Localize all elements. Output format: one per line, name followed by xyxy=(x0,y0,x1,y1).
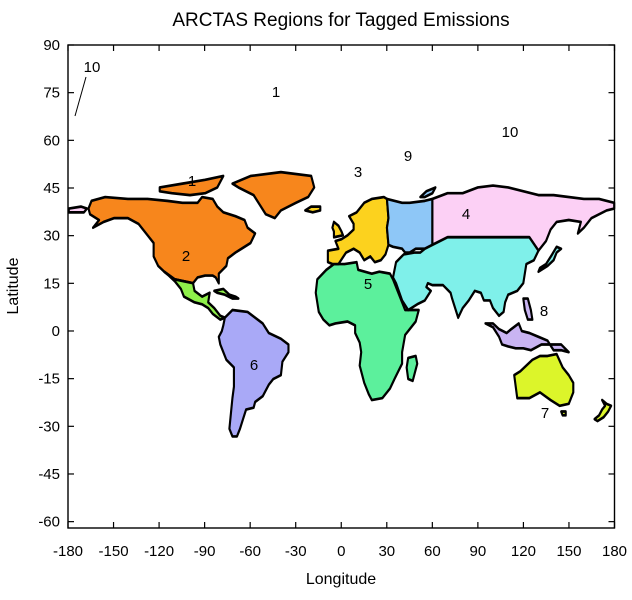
region-8-southeast-asia xyxy=(484,322,570,354)
y-tick-label: -60 xyxy=(38,514,60,531)
region-labels: 1 1 2 3 4 5 6 7 8 9 10 10 xyxy=(74,59,549,422)
x-tick-label: -120 xyxy=(144,543,174,560)
region-1-arctic-islands xyxy=(158,174,225,197)
region-label-1: 1 xyxy=(188,173,196,190)
x-tick-label: 30 xyxy=(378,543,395,560)
y-tick-label: 45 xyxy=(43,180,60,197)
region-4-japan xyxy=(537,245,563,274)
region-1-greenland xyxy=(231,170,316,220)
map-title: ARCTAS Regions for Tagged Emissions xyxy=(172,10,509,31)
region-7-new-zealand xyxy=(593,398,613,423)
region-2-caribbean xyxy=(213,287,240,300)
x-tick-label: -90 xyxy=(194,543,216,560)
x-tick-label: 0 xyxy=(337,543,345,560)
x-tick-label: -150 xyxy=(99,543,129,560)
land-group xyxy=(67,170,616,438)
region-label-2: 2 xyxy=(182,248,190,265)
y-tick-label: -30 xyxy=(38,418,60,435)
region-3-iceland xyxy=(304,205,322,214)
x-tick-label: 180 xyxy=(602,543,627,560)
region-9-russia-west xyxy=(385,197,434,254)
region-2-central-america xyxy=(163,270,226,321)
region-label-10-dateline: 10 xyxy=(84,59,101,76)
x-tick-label: -60 xyxy=(239,543,261,560)
region-label-4: 4 xyxy=(462,206,470,223)
region-3-uk xyxy=(331,220,345,239)
x-tick-label: 150 xyxy=(556,543,581,560)
region-8-philippines xyxy=(522,297,534,321)
y-tick-label: 60 xyxy=(43,132,60,149)
region-label-10: 10 xyxy=(502,124,519,141)
y-axis-label: Latitude xyxy=(5,257,22,314)
region-label-9: 9 xyxy=(404,148,412,165)
region-10-pointer-line xyxy=(74,76,87,117)
y-tick-label: 15 xyxy=(43,275,60,292)
region-9-novaya-zemlya xyxy=(419,186,437,199)
x-tick-label: -180 xyxy=(53,543,83,560)
x-tick-label: -30 xyxy=(285,543,307,560)
y-tick-label: 30 xyxy=(43,228,60,245)
y-tick-label: 90 xyxy=(43,37,60,54)
region-label-5: 5 xyxy=(364,276,372,293)
region-label-6: 6 xyxy=(250,357,258,374)
x-axis-ticks: -180 -150 -120 -90 -60 -30 0 30 60 90 120 150 180 xyxy=(53,45,627,560)
region-1-north-america xyxy=(87,195,257,285)
region-label-1-arctic: 1 xyxy=(272,84,280,101)
x-tick-label: 90 xyxy=(470,543,487,560)
x-tick-label: 120 xyxy=(511,543,536,560)
y-tick-label: 75 xyxy=(43,85,60,102)
x-tick-label: 60 xyxy=(424,543,441,560)
region-label-7: 7 xyxy=(541,405,549,422)
region-4-asia xyxy=(391,235,540,320)
y-tick-label: 0 xyxy=(52,323,60,340)
region-10-dateline-tip xyxy=(67,205,89,214)
region-label-3: 3 xyxy=(354,164,362,181)
region-5-africa xyxy=(314,260,420,402)
region-7-tasmania xyxy=(560,410,567,417)
region-5-madagascar xyxy=(405,354,419,383)
region-label-8: 8 xyxy=(540,303,548,320)
y-tick-label: -45 xyxy=(38,466,60,483)
region-7-australia xyxy=(513,352,575,408)
y-tick-label: -15 xyxy=(38,371,60,388)
x-axis-label: Longitude xyxy=(306,571,376,588)
region-6-south-america xyxy=(217,308,290,438)
